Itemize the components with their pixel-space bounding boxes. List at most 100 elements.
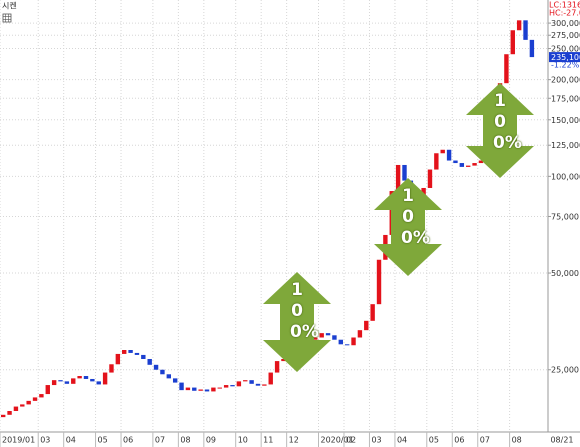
candle [402,164,407,181]
candle [274,361,280,373]
last-price-label: 235,100 [551,53,580,62]
candle [478,160,484,164]
candle [109,364,114,373]
x-tick-label: 08 [180,436,190,445]
x-tick-label: 06 [123,436,133,445]
candle [421,187,426,196]
candle [102,372,108,385]
x-tick-label: 2020/01 [321,436,354,445]
candle [459,163,465,167]
candle [134,352,140,355]
candle [529,39,535,58]
candle [313,337,318,340]
annotation: 100% [290,280,319,342]
candle [96,381,101,385]
candle [281,359,286,362]
candle [255,383,261,386]
candle [217,387,222,389]
candle [147,359,152,365]
candle [211,387,216,392]
candle [223,385,229,388]
y-tick-label: 75,000 [551,212,579,221]
x-tick-label: 11 [263,436,273,445]
candle [166,374,172,379]
candle [71,378,76,384]
x-tick-label: 05 [429,436,439,445]
candle [465,165,471,167]
candle [351,337,356,346]
y-tick-label: 300,000 [551,19,580,28]
candle [7,410,12,415]
candle [83,376,89,379]
candle [141,354,146,360]
x-tick-label: 05 [98,436,108,445]
candle [185,387,191,391]
candle [364,320,369,331]
candle [230,385,235,387]
candle [172,378,178,383]
y-tick-label: 50,000 [551,269,579,278]
x-tick-label: 04 [66,436,76,445]
candle [243,380,248,382]
candle [39,394,44,398]
x-tick-label: 04 [397,436,407,445]
x-tick-label: 07 [155,436,165,445]
candle [440,149,445,154]
x-tick-label: 10 [238,436,248,445]
candle [115,353,121,365]
candle [192,387,197,391]
candle [32,397,38,401]
candle [90,378,95,382]
y-tick-label: 25,000 [551,366,579,375]
candle [510,30,515,55]
candle [472,163,477,166]
candle [319,333,324,338]
x-tick-label: 06 [454,436,464,445]
candle [516,20,522,31]
candle [64,381,70,384]
y-tick-label: 175,000 [551,94,580,103]
x-tick-label: 08 [512,436,522,445]
candle [0,414,6,418]
candle [357,330,363,338]
candle [198,389,203,391]
grid-icon[interactable] [2,13,12,23]
last-price-box [549,52,580,63]
candle [204,389,210,392]
candle [160,369,165,375]
annotation: 100% [401,186,430,248]
candle [77,376,82,379]
panel-label[interactable]: 시켄 [2,1,17,11]
y-tick-label: 150,000 [551,116,580,125]
date-label: 08/21 [550,436,573,445]
x-tick-label: 02 [346,436,356,445]
candle [179,382,184,391]
candle [427,169,433,188]
candle [504,54,509,84]
candle [370,304,375,321]
annotation: 100% [493,91,522,153]
double-arrow [374,178,442,276]
candle [376,259,382,305]
candle [434,153,439,170]
double-arrow [263,272,331,372]
candle [344,344,350,346]
y-tick-label: 275,000 [551,31,580,40]
y-tick-label: 200,000 [551,76,580,85]
candle [13,406,19,411]
x-tick-label: 03 [371,436,381,445]
candle [338,339,343,345]
double-arrow [466,83,534,178]
y-tick-label: 250,000 [551,45,580,54]
candle [45,385,50,395]
y-tick-label: 100,000 [551,172,580,181]
candle [332,335,337,340]
candle [122,350,127,354]
x-tick-label: 07 [480,436,490,445]
candle [523,20,528,40]
candle [153,364,159,370]
candle [446,149,452,161]
